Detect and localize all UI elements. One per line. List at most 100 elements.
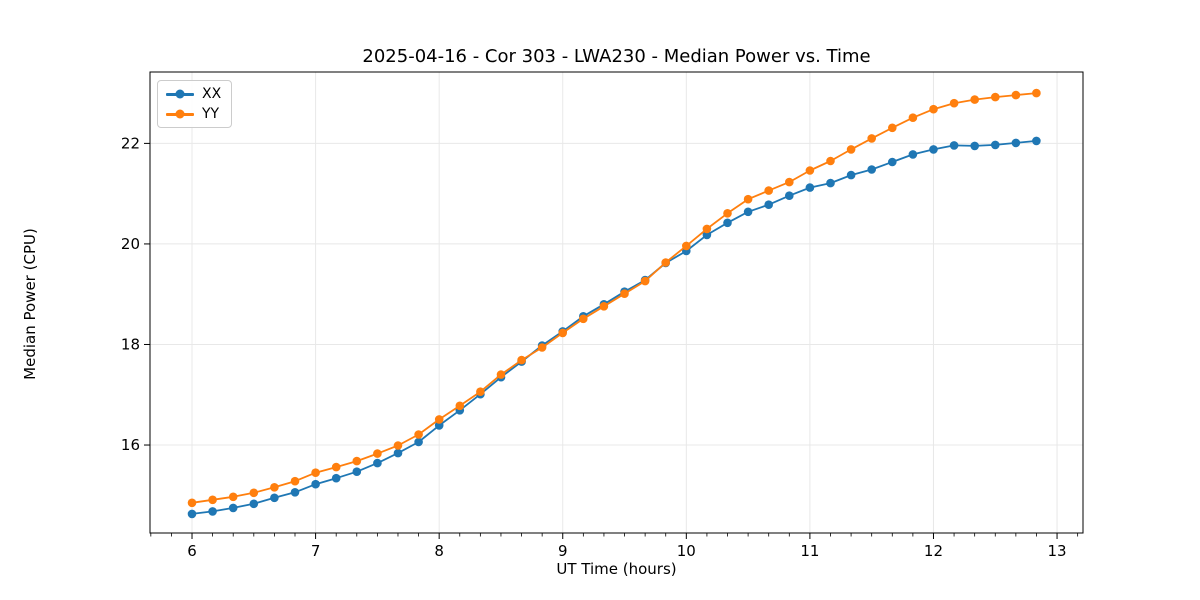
grid-lines xyxy=(150,72,1083,533)
chart-title: 2025-04-16 - Cor 303 - LWA230 - Median P… xyxy=(362,46,871,67)
data-point-XX xyxy=(826,178,835,188)
legend-swatch-yy-icon xyxy=(166,109,194,119)
data-point-YY xyxy=(764,186,773,195)
x-tick-label: 11 xyxy=(800,542,819,560)
data-point-YY xyxy=(496,370,506,379)
data-point-YY xyxy=(599,302,609,311)
data-point-YY xyxy=(187,498,197,508)
data-point-XX xyxy=(846,170,856,180)
data-point-XX xyxy=(311,479,320,489)
data-point-XX xyxy=(331,473,341,483)
x-tick-label: 12 xyxy=(924,542,943,560)
y-tick-label: 16 xyxy=(121,436,140,454)
data-point-YY xyxy=(517,355,526,365)
data-point-XX xyxy=(208,507,217,516)
data-point-YY xyxy=(434,415,444,424)
data-point-XX xyxy=(908,150,918,159)
data-point-YY xyxy=(949,98,959,108)
data-point-YY xyxy=(826,156,835,166)
x-tick-label: 13 xyxy=(1048,542,1067,560)
data-point-XX xyxy=(414,437,423,447)
data-point-YY xyxy=(661,258,670,267)
data-point-YY xyxy=(331,462,341,472)
axes-frame xyxy=(149,71,1084,534)
data-point-XX xyxy=(352,467,362,477)
x-axis-label: UT Time (hours) xyxy=(556,560,677,578)
data-point-XX xyxy=(970,141,979,151)
y-tick-label: 18 xyxy=(121,335,140,353)
data-point-YY xyxy=(888,123,897,133)
data-point-XX xyxy=(290,488,300,497)
data-point-XX xyxy=(434,421,444,430)
tick-labels: 6 7 8 9 10 11 12 13 16 18 20 22 xyxy=(121,134,1067,560)
data-point-YY xyxy=(579,314,588,324)
data-point-YY xyxy=(455,401,465,411)
data-point-YY xyxy=(352,456,362,466)
data-point-YY xyxy=(908,113,918,122)
data-point-YY xyxy=(970,95,979,104)
legend-label-yy: YY xyxy=(202,106,220,122)
data-point-YY xyxy=(785,177,794,187)
data-point-YY xyxy=(414,430,423,439)
data-point-XX xyxy=(888,157,897,167)
legend-item-yy: YY xyxy=(166,106,221,122)
data-point-YY xyxy=(929,104,938,114)
data-point-YY xyxy=(373,449,382,458)
data-point-YY xyxy=(537,343,547,352)
data-point-XX xyxy=(373,458,382,468)
data-point-YY xyxy=(476,387,485,397)
legend: XX YY xyxy=(157,80,233,128)
data-point-YY xyxy=(805,166,815,175)
data-point-YY xyxy=(620,289,629,299)
data-point-XX xyxy=(249,499,259,509)
y-tick-label: 20 xyxy=(121,235,140,253)
data-point-YY xyxy=(991,92,1000,102)
data-point-XX xyxy=(785,191,794,200)
data-point-YY xyxy=(558,328,567,338)
y-axis-label: Median Power (CPU) xyxy=(21,228,39,380)
data-point-XX xyxy=(723,218,732,228)
data-point-XX xyxy=(228,503,238,513)
data-point-XX xyxy=(929,145,938,154)
data-point-XX xyxy=(949,141,959,150)
x-tick-label: 8 xyxy=(434,542,444,560)
data-point-XX xyxy=(702,230,712,240)
legend-label-xx: XX xyxy=(202,86,222,102)
data-point-XX xyxy=(393,448,403,458)
data-point-YY xyxy=(743,194,753,204)
data-point-XX xyxy=(991,140,1000,150)
data-point-YY xyxy=(311,468,320,478)
data-point-YY xyxy=(208,495,217,505)
data-point-XX xyxy=(1032,136,1041,146)
data-point-YY xyxy=(867,134,876,143)
data-point-XX xyxy=(270,493,279,503)
data-point-YY xyxy=(393,441,403,450)
data-point-XX xyxy=(1011,138,1021,148)
data-point-XX xyxy=(764,200,773,209)
x-tick-label: 7 xyxy=(311,542,321,560)
legend-swatch-xx-icon xyxy=(166,89,194,99)
data-point-YY xyxy=(846,145,856,154)
data-point-XX xyxy=(867,165,876,174)
data-point-YY xyxy=(640,276,650,286)
data-point-YY xyxy=(682,241,691,251)
x-tick-label: 10 xyxy=(677,542,696,560)
data-point-YY xyxy=(1032,88,1041,98)
data-point-XX xyxy=(187,509,197,519)
data-point-YY xyxy=(249,488,259,498)
major-ticks xyxy=(144,142,1058,539)
x-tick-label: 6 xyxy=(187,542,197,560)
data-point-YY xyxy=(723,209,732,218)
data-point-YY xyxy=(290,476,300,486)
x-minor-ticks xyxy=(150,533,1079,537)
data-point-XX xyxy=(743,207,753,217)
data-point-YY xyxy=(270,483,279,492)
series-YY-line xyxy=(187,88,1041,508)
data-point-YY xyxy=(702,224,712,234)
x-tick-label: 9 xyxy=(558,542,568,560)
legend-item-xx: XX xyxy=(166,86,221,102)
data-point-YY xyxy=(228,492,238,502)
data-point-YY xyxy=(1011,90,1021,100)
